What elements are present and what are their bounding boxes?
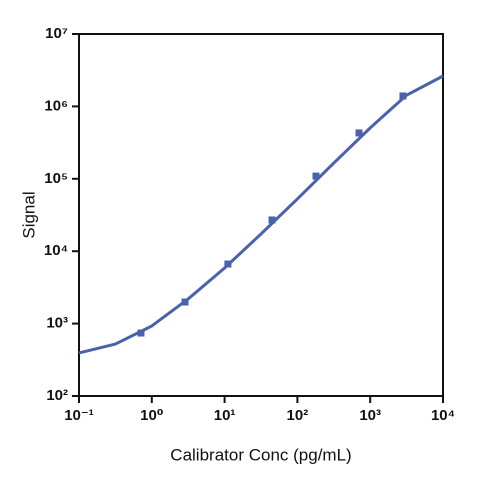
x-tick-label: 10³: [359, 407, 381, 424]
y-tick-label: 10⁴: [44, 242, 68, 259]
data-point: [224, 260, 232, 268]
y-axis-title: Signal: [19, 191, 38, 238]
y-tick-label: 10⁵: [44, 170, 68, 187]
y-tick-label: 10³: [46, 315, 68, 332]
data-point: [181, 298, 189, 306]
fit-curve: [78, 74, 444, 355]
x-tick-label: 10²: [287, 407, 309, 424]
plot-frame: [78, 33, 444, 397]
data-point: [137, 329, 145, 337]
y-tick-label: 10²: [46, 387, 68, 404]
data-point: [399, 92, 407, 100]
y-tick-label: 10⁷: [45, 25, 68, 42]
x-tick-label: 10⁰: [140, 407, 163, 424]
data-point: [355, 129, 363, 137]
data-point: [312, 172, 320, 180]
x-tick-label: 10⁻¹: [64, 407, 94, 424]
x-axis-title: Calibrator Conc (pg/mL): [170, 445, 351, 464]
y-tick-label: 10⁶: [44, 97, 68, 114]
x-tick-label: 10¹: [214, 407, 236, 424]
x-tick-label: 10⁴: [431, 407, 455, 424]
data-point: [268, 216, 276, 224]
